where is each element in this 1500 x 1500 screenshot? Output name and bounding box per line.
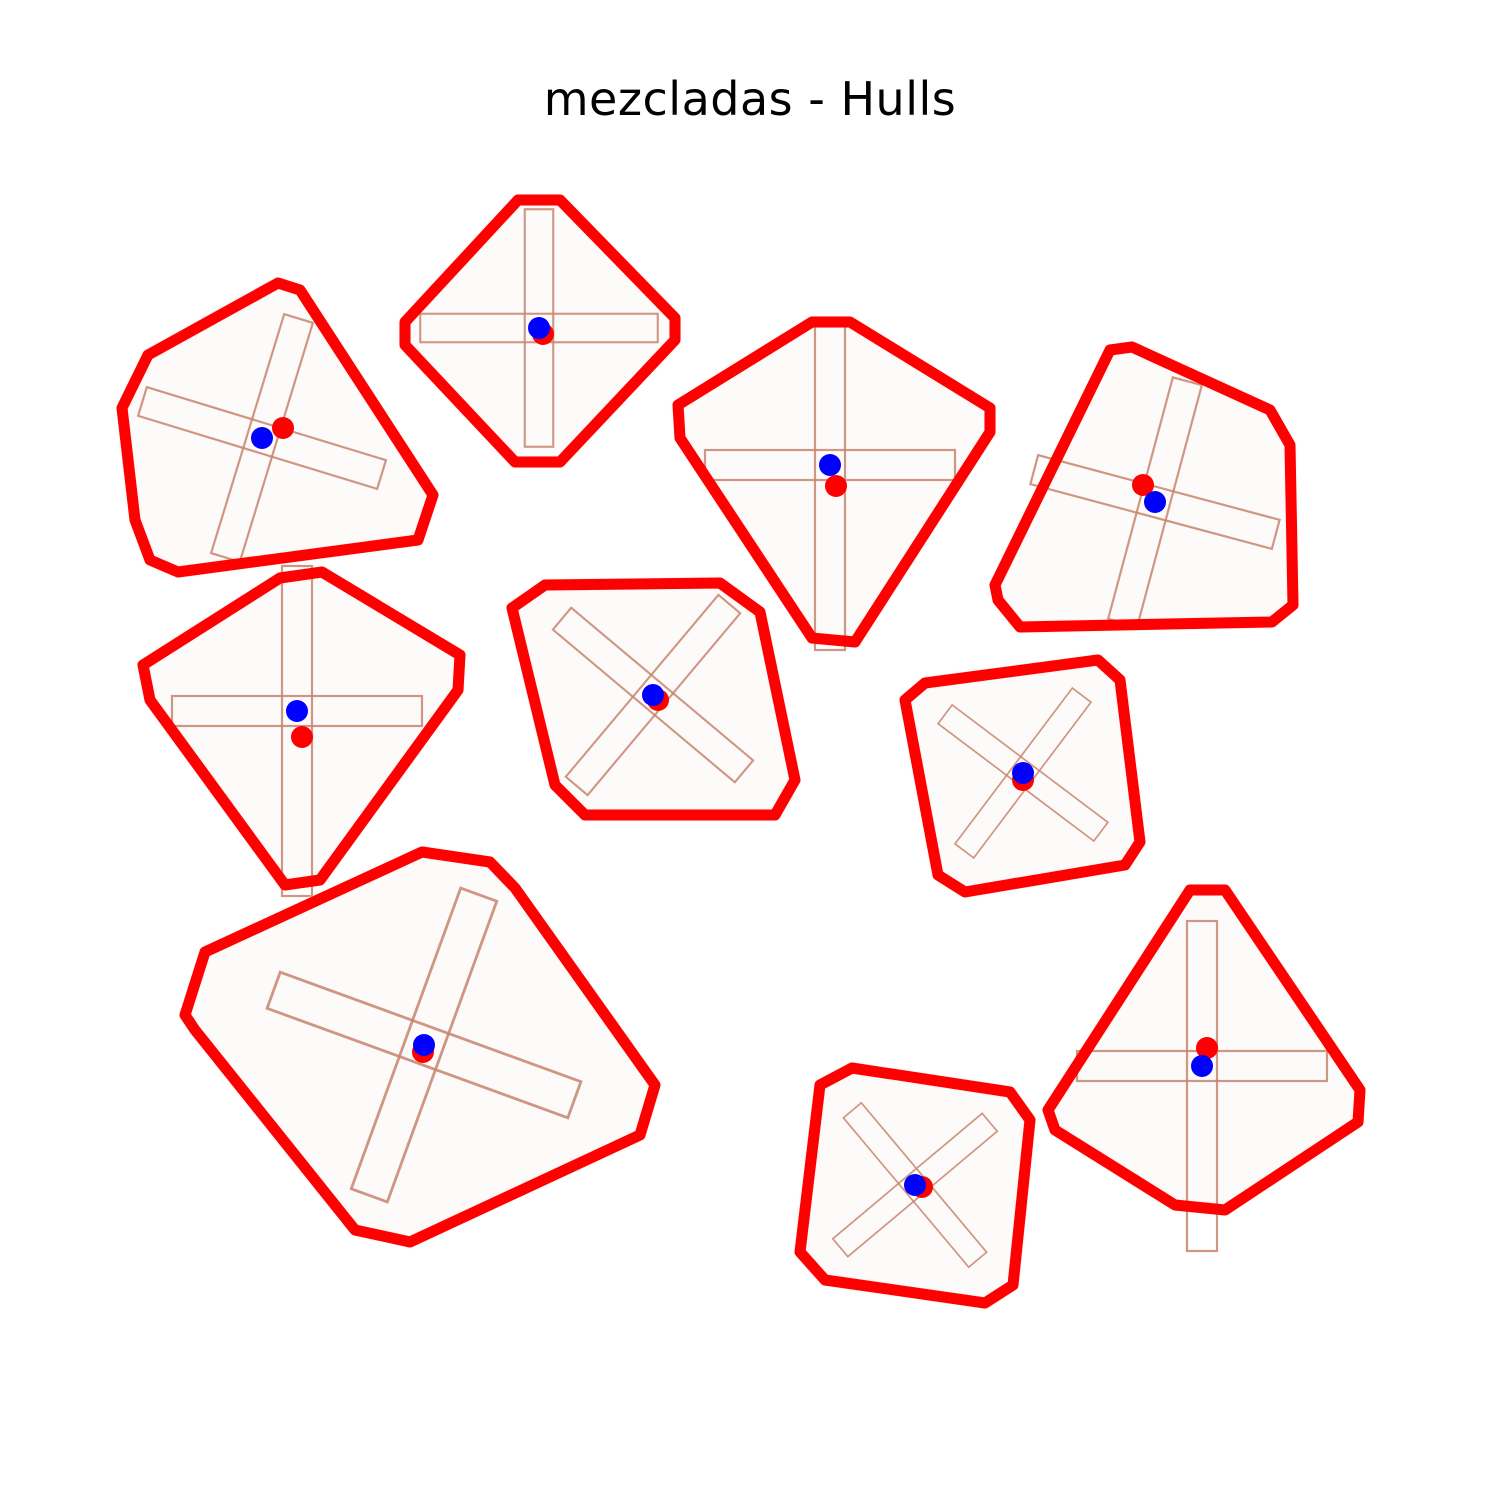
piece-3-centroid-red [825,475,847,497]
piece-6-hull [506,577,801,821]
centroids-layer [251,317,1218,1198]
piece-10-hull [1042,884,1366,1216]
piece-7-hull [899,654,1146,898]
piece-4-centroid-blue [1144,491,1166,513]
piece-3-hull [672,316,996,648]
piece-8-hull [179,846,661,1248]
piece-1-hull [116,277,439,578]
piece-1-cross-icon [136,312,388,564]
piece-5-hull [137,566,466,891]
piece-1-centroid-red [272,417,294,439]
piece-9-hull [794,1062,1036,1309]
piece-4-hull [989,341,1299,633]
hulls-layer [116,194,1366,1309]
piece-7-centroid-blue [1012,762,1034,784]
piece-8-centroid-blue [413,1034,435,1056]
piece-6-centroid-blue [642,684,664,706]
piece-2-hull [399,194,681,468]
figure-title: mezcladas - Hulls [543,72,957,126]
piece-4-centroid-red [1132,474,1154,496]
piece-2-centroid-blue [528,317,550,339]
piece-3-centroid-blue [819,454,841,476]
piece-5-centroid-blue [286,700,308,722]
piece-10-centroid-blue [1191,1055,1213,1077]
piece-1-centroid-blue [251,427,273,449]
piece-5-centroid-red [291,726,313,748]
piece-9-centroid-blue [904,1174,926,1196]
piece-10-centroid-red [1196,1037,1218,1059]
